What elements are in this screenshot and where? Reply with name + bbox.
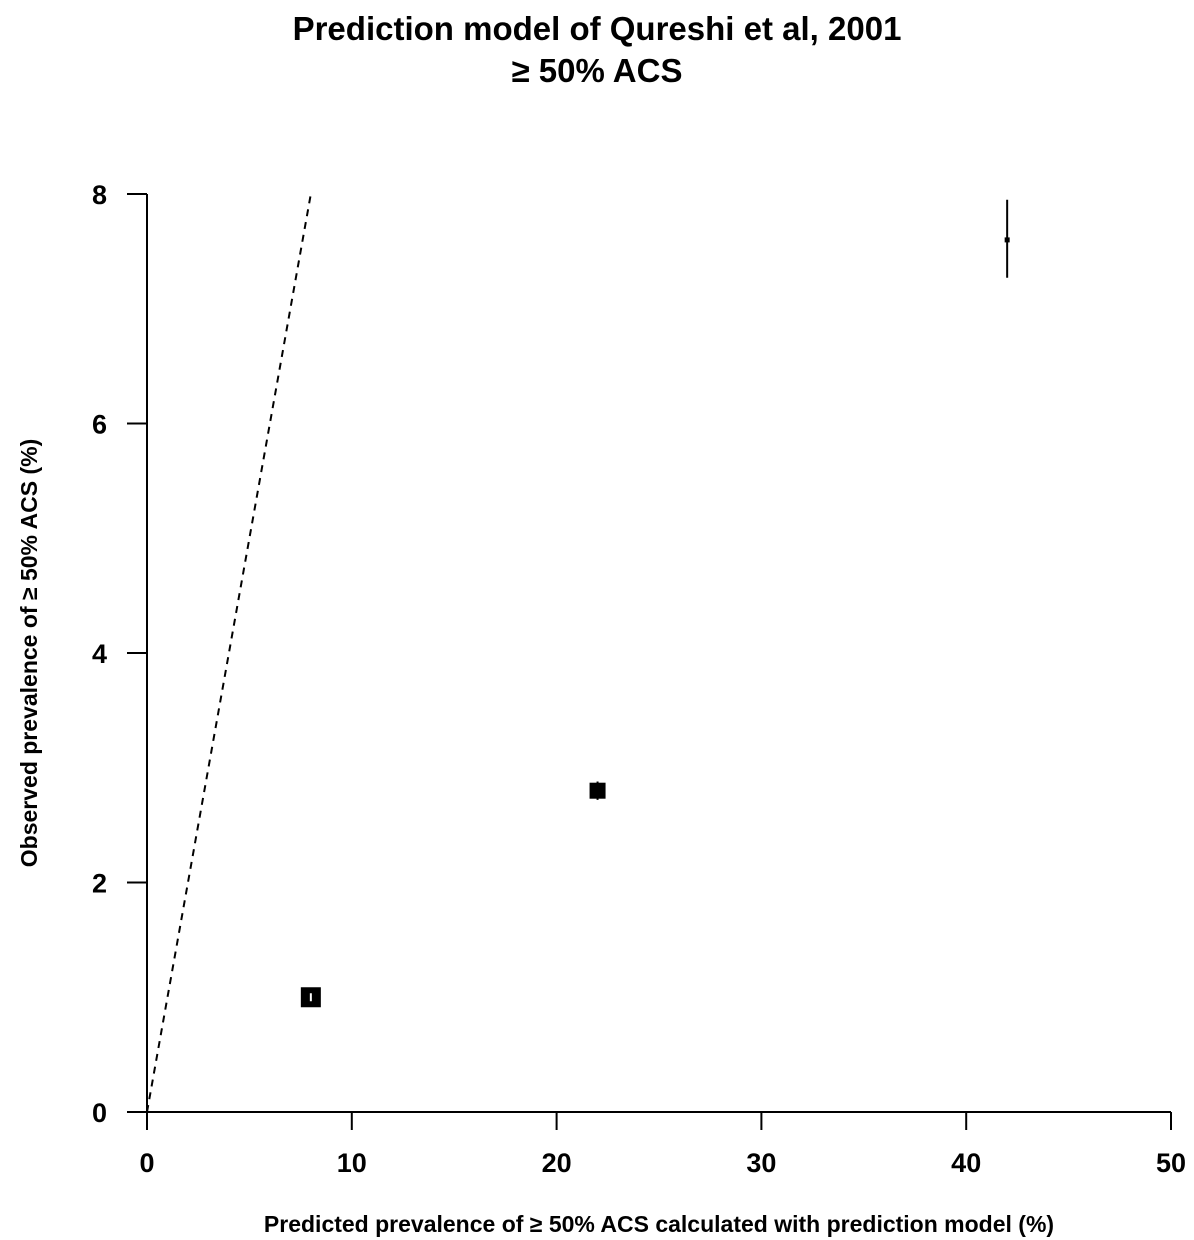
- y-tick-label: 2: [92, 869, 107, 899]
- x-tick-label: 0: [139, 1148, 154, 1178]
- data-point-3: [1004, 237, 1010, 243]
- y-tick-label: 6: [92, 410, 107, 440]
- data-point-2: [589, 782, 606, 799]
- x-tick-label: 40: [951, 1148, 981, 1178]
- x-tick-label: 10: [337, 1148, 367, 1178]
- chart-subtitle: ≥ 50% ACS: [511, 52, 683, 89]
- reference-line: [146, 193, 312, 1113]
- y-tick-label: 4: [92, 639, 107, 669]
- y-tick-label: 8: [92, 180, 107, 210]
- y-axis-title: Observed prevalence of ≥ 50% ACS (%): [16, 439, 42, 867]
- x-tick-label: 20: [542, 1148, 572, 1178]
- y-tick-label: 0: [92, 1098, 107, 1128]
- x-axis-title: Predicted prevalence of ≥ 50% ACS calcul…: [264, 1211, 1054, 1237]
- x-tick-label: 30: [746, 1148, 776, 1178]
- x-tick-label: 50: [1156, 1148, 1186, 1178]
- chart-title: Prediction model of Qureshi et al, 2001: [292, 10, 902, 47]
- chart-title-block: Prediction model of Qureshi et al, 2001 …: [0, 8, 1194, 92]
